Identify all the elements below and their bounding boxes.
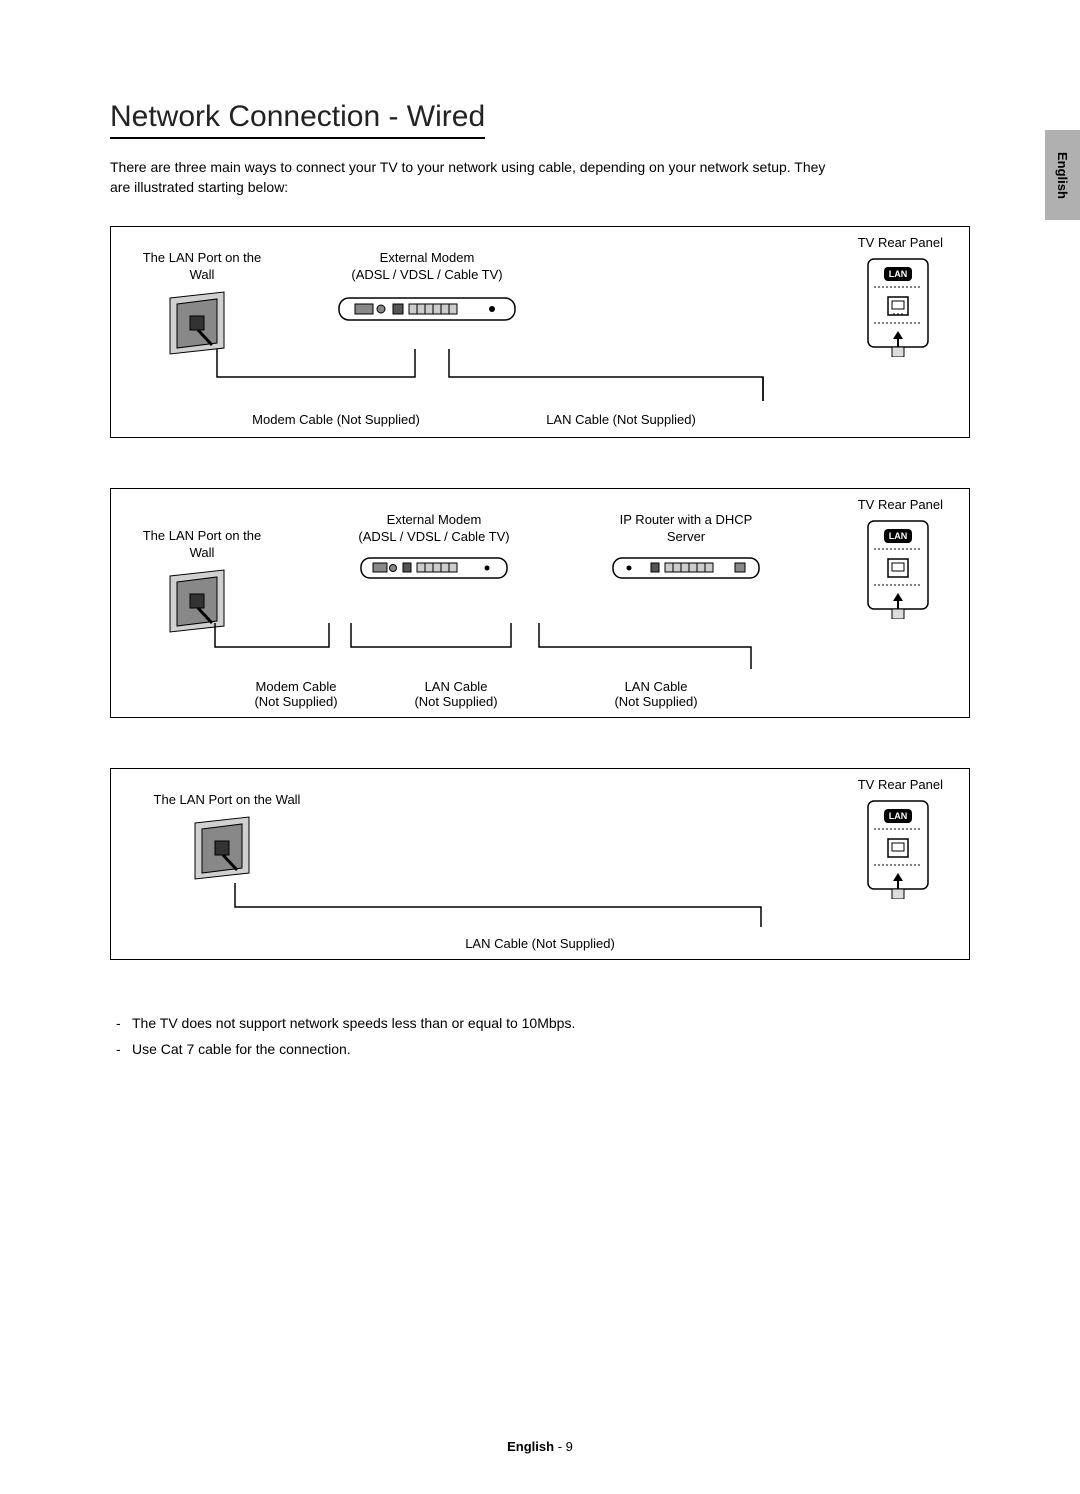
wires-3 bbox=[111, 883, 969, 929]
tv-panel: LAN bbox=[853, 519, 943, 624]
modem-label-2: (ADSL / VDSL / Cable TV) bbox=[327, 266, 527, 284]
cable-label-2: LAN Cable (Not Supplied) bbox=[491, 412, 751, 427]
modem-label-1: External Modem bbox=[327, 249, 527, 267]
router-label-2: Server bbox=[601, 528, 771, 546]
notes-list: The TV does not support network speeds l… bbox=[110, 1010, 970, 1063]
router-label-1: IP Router with a DHCP bbox=[601, 511, 771, 529]
lan-badge: LAN bbox=[889, 269, 908, 279]
ip-router: IP Router with a DHCP Server bbox=[601, 511, 771, 587]
modem-label-1: External Modem bbox=[349, 511, 519, 529]
page-footer: English - 9 bbox=[0, 1439, 1080, 1454]
wall-port-label: The LAN Port on the Wall bbox=[137, 791, 317, 809]
wires-1 bbox=[111, 349, 969, 405]
wall-port: The LAN Port on the Wall bbox=[137, 249, 267, 365]
wire-to-tv-1 bbox=[877, 341, 917, 401]
wall-port: The LAN Port on the Wall bbox=[137, 791, 317, 890]
cable3-label: LAN Cable (Not Supplied) bbox=[111, 936, 969, 951]
footer-lang: English bbox=[507, 1439, 554, 1454]
wall-port-icon bbox=[187, 815, 267, 885]
diagram-2: TV Rear Panel The LAN Port on the Wall E… bbox=[110, 488, 970, 718]
external-modem: External Modem (ADSL / VDSL / Cable TV) bbox=[327, 249, 527, 329]
diagram-1: TV Rear Panel The LAN Port on the Wall E… bbox=[110, 226, 970, 438]
page-title: Network Connection - Wired bbox=[110, 100, 485, 139]
cable2-label-3: LAN Cable (Not Supplied) bbox=[581, 679, 731, 709]
lan-badge: LAN bbox=[889, 531, 908, 541]
cable-label-1: Modem Cable (Not Supplied) bbox=[201, 412, 471, 427]
tv-rear-label: TV Rear Panel bbox=[858, 497, 943, 512]
diagram-3: TV Rear Panel The LAN Port on the Wall L… bbox=[110, 768, 970, 960]
wall-port-label: The LAN Port on the Wall bbox=[137, 249, 267, 284]
footer-page: 9 bbox=[566, 1439, 573, 1454]
intro-text: There are three main ways to connect you… bbox=[110, 157, 830, 198]
wires-2 bbox=[111, 623, 969, 669]
cable2-label-2: LAN Cable (Not Supplied) bbox=[381, 679, 531, 709]
lan-badge: LAN bbox=[889, 811, 908, 821]
tv-rear-label: TV Rear Panel bbox=[858, 777, 943, 792]
page-content: Network Connection - Wired There are thr… bbox=[0, 0, 1080, 1103]
external-modem: External Modem (ADSL / VDSL / Cable TV) bbox=[349, 511, 519, 587]
note-item: Use Cat 7 cable for the connection. bbox=[110, 1036, 970, 1063]
modem-label-2: (ADSL / VDSL / Cable TV) bbox=[349, 528, 519, 546]
modem-icon bbox=[359, 552, 509, 582]
cable2-label-1: Modem Cable (Not Supplied) bbox=[221, 679, 371, 709]
wall-port-label: The LAN Port on the Wall bbox=[137, 527, 267, 562]
router-icon bbox=[611, 552, 761, 582]
tv-rear-label: TV Rear Panel bbox=[858, 235, 943, 250]
note-item: The TV does not support network speeds l… bbox=[110, 1010, 970, 1037]
modem-icon bbox=[337, 290, 517, 324]
tv-panel-icon: LAN bbox=[862, 519, 934, 619]
